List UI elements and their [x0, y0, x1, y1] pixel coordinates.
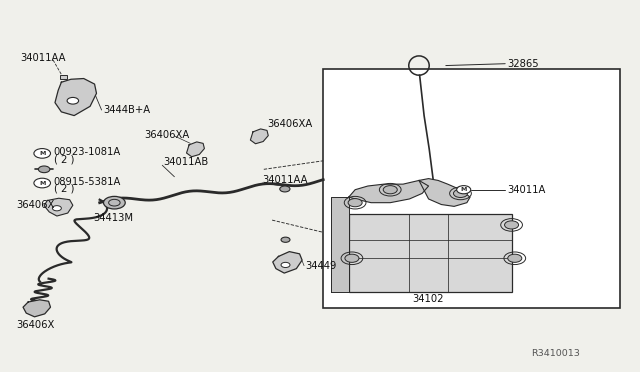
- Circle shape: [67, 97, 79, 104]
- Circle shape: [104, 196, 125, 209]
- Text: 34011AB: 34011AB: [164, 157, 209, 167]
- Polygon shape: [23, 300, 51, 317]
- Circle shape: [52, 206, 61, 211]
- Text: 08915-5381A: 08915-5381A: [54, 177, 121, 186]
- Text: 34011A: 34011A: [507, 185, 545, 195]
- Text: 36406X: 36406X: [17, 200, 55, 210]
- Circle shape: [348, 199, 362, 207]
- Text: 34449: 34449: [305, 261, 337, 271]
- Text: ( 2 ): ( 2 ): [54, 184, 74, 194]
- Text: 34413M: 34413M: [93, 212, 133, 222]
- Polygon shape: [349, 180, 429, 203]
- Text: ( 2 ): ( 2 ): [54, 154, 74, 164]
- Text: M: M: [39, 151, 45, 156]
- Polygon shape: [44, 198, 73, 216]
- Text: 36406X: 36406X: [17, 320, 55, 330]
- Polygon shape: [186, 142, 204, 157]
- Text: M: M: [461, 187, 467, 192]
- Circle shape: [457, 186, 470, 194]
- Circle shape: [504, 221, 518, 229]
- Polygon shape: [55, 78, 97, 116]
- Text: M: M: [39, 180, 45, 186]
- Circle shape: [383, 186, 397, 194]
- Text: R3410013: R3410013: [531, 349, 580, 358]
- Polygon shape: [250, 129, 268, 144]
- Text: 34011AA: 34011AA: [20, 53, 65, 63]
- Text: 32865: 32865: [507, 59, 539, 69]
- Circle shape: [280, 186, 290, 192]
- Polygon shape: [419, 179, 470, 206]
- Polygon shape: [273, 251, 302, 273]
- Text: 34102: 34102: [413, 294, 444, 304]
- Bar: [349, 214, 511, 292]
- Polygon shape: [332, 197, 349, 292]
- Bar: [323, 69, 620, 308]
- Text: 36406XA: 36406XA: [145, 130, 189, 140]
- Circle shape: [281, 262, 290, 267]
- Text: 36406XA: 36406XA: [268, 119, 313, 129]
- Text: 00923-1081A: 00923-1081A: [54, 147, 121, 157]
- Text: 34011AA: 34011AA: [262, 176, 308, 185]
- Circle shape: [345, 254, 359, 262]
- Circle shape: [34, 148, 51, 158]
- Circle shape: [34, 178, 51, 188]
- Circle shape: [454, 189, 467, 198]
- Bar: [60, 75, 67, 79]
- Circle shape: [508, 254, 522, 262]
- Circle shape: [281, 237, 290, 242]
- Text: 3444B+A: 3444B+A: [103, 105, 150, 115]
- Circle shape: [38, 166, 50, 173]
